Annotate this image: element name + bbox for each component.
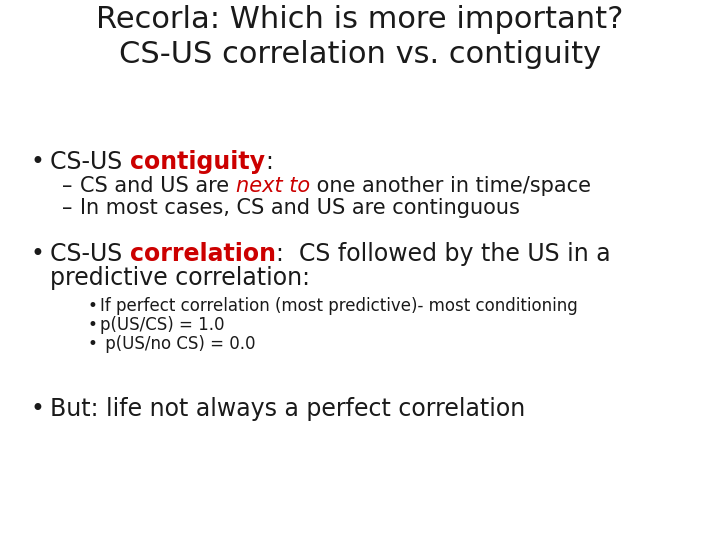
Text: –: – [62, 198, 73, 218]
Text: In most cases, CS and US are continguous: In most cases, CS and US are continguous [80, 198, 520, 218]
Text: correlation: correlation [130, 242, 276, 266]
Text: CS and US are: CS and US are [80, 176, 235, 196]
Text: p(US/no CS) = 0.0: p(US/no CS) = 0.0 [100, 335, 256, 353]
Text: :  CS followed by the US in a: : CS followed by the US in a [276, 242, 611, 266]
Text: •: • [88, 335, 98, 353]
Text: :: : [265, 150, 273, 174]
Text: CS-US: CS-US [50, 150, 130, 174]
Text: –: – [62, 176, 73, 196]
Text: contiguity: contiguity [130, 150, 265, 174]
Text: •: • [30, 242, 44, 266]
Text: one another in time/space: one another in time/space [310, 176, 591, 196]
Text: But: life not always a perfect correlation: But: life not always a perfect correlati… [50, 397, 526, 421]
Text: If perfect correlation (most predictive)- most conditioning: If perfect correlation (most predictive)… [100, 297, 577, 315]
Text: •: • [88, 297, 98, 315]
Text: CS-US: CS-US [50, 242, 130, 266]
Text: predictive correlation:: predictive correlation: [50, 266, 310, 290]
Text: Recorla: Which is more important?
CS-US correlation vs. contiguity: Recorla: Which is more important? CS-US … [96, 5, 624, 69]
Text: next to: next to [235, 176, 310, 196]
Text: •: • [30, 397, 44, 421]
Text: •: • [88, 316, 98, 334]
Text: p(US/CS) = 1.0: p(US/CS) = 1.0 [100, 316, 225, 334]
Text: •: • [30, 150, 44, 174]
